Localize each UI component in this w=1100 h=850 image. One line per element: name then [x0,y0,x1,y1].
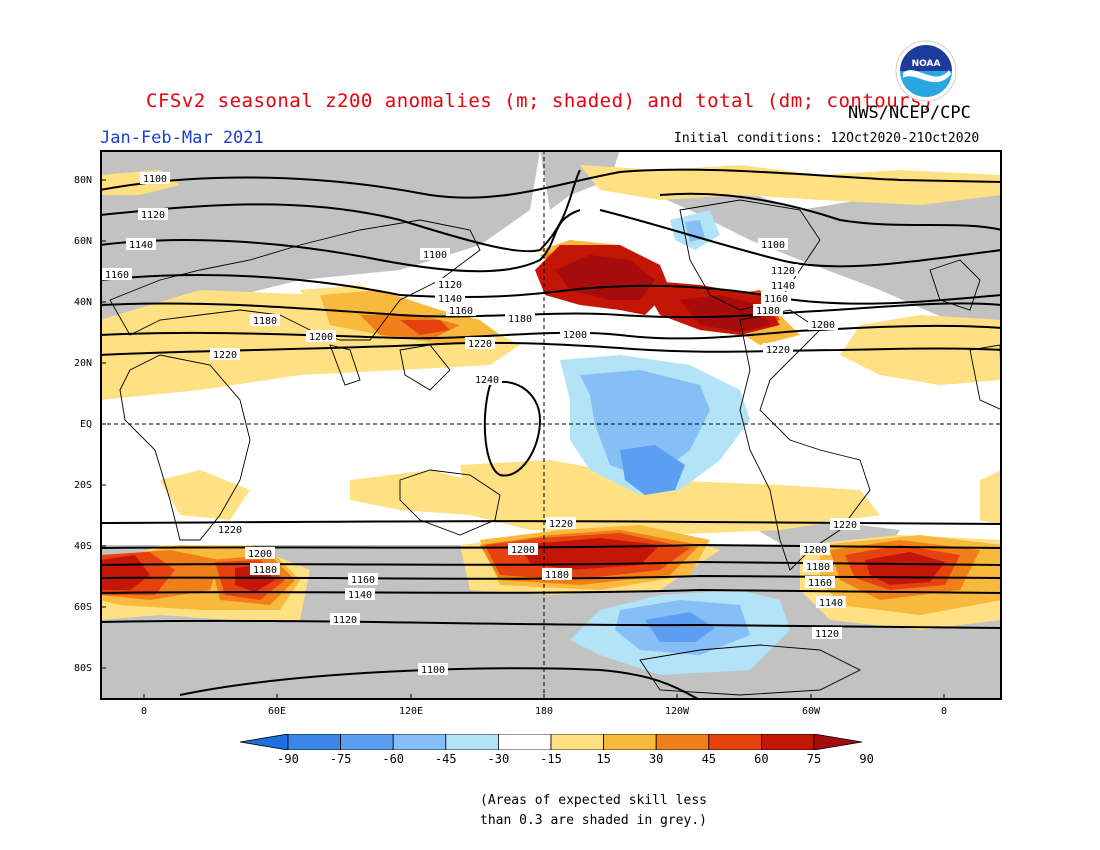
colorbar-swatch [550,734,604,750]
map-frame [100,150,1002,700]
noaa-logo-icon: NOAA [895,40,957,102]
colorbar-label: -75 [329,752,352,766]
skill-note-line2: than 0.3 are shaded in grey.) [480,813,707,828]
contour-label: 1220 [213,350,237,361]
skill-note-line1: (Areas of expected skill less [480,793,707,808]
colorbar-label: 15 [596,752,611,766]
colorbar-swatch [655,734,710,750]
colorbar-swatch [813,734,862,750]
lon-label: 120E [398,706,424,717]
lat-label: 80S [73,663,92,674]
contour-label: 1160 [351,575,375,586]
contour-label: 1160 [808,578,832,589]
colorbar-label: 75 [806,752,822,766]
contour-label: 1140 [771,281,795,292]
colorbar-label: 60 [754,752,769,766]
contour-label: 1120 [815,629,839,640]
lat-label: 20N [73,358,92,369]
contour-label: 1120 [333,615,357,626]
contour-label: 1200 [511,545,535,556]
lon-label: 0 [940,706,948,717]
colorbar [240,734,862,750]
contour-label: 1100 [143,174,167,185]
contour-label: 1220 [549,519,573,530]
contour-label: 1160 [105,270,129,281]
lon-label: 60E [267,706,287,717]
colorbar-swatch [708,734,762,750]
contour-label: 1180 [253,316,277,327]
colorbar-swatch [603,734,657,750]
contour-label: 1100 [423,250,447,261]
anomaly-minus-45-60 [620,445,715,642]
contour-label: 1180 [508,314,532,325]
contour-label: 1120 [771,266,795,277]
colorbar-label: -45 [434,752,457,766]
contour-label: 1180 [756,306,780,317]
total-height-contours [100,168,1002,700]
lat-label: 20S [73,480,92,491]
contour-label: 1200 [803,545,827,556]
svg-text:NOAA: NOAA [912,59,941,69]
lat-label: 60N [73,236,92,247]
colorbar-label: -90 [277,752,299,766]
contour-label: 1220 [833,520,857,531]
contour-label: 1240 [475,375,499,386]
colorbar-swatch [497,734,552,750]
contour-label: 1140 [438,294,462,305]
contour-label: 1120 [438,280,462,291]
agency-label: NWS/NCEP/CPC [848,103,971,123]
contour-label: 1100 [761,240,785,251]
coastlines [109,199,1002,696]
colorbar-swatch [340,734,394,750]
lon-label: 60W [801,706,821,717]
contour-label: 1220 [218,525,242,536]
colorbar-label: -15 [540,752,562,766]
contour-label: 1120 [141,210,165,221]
lat-label: 40N [73,297,92,308]
contour-label: 1140 [819,598,843,609]
contour-label: 1140 [348,590,372,601]
colorbar-swatch [392,734,447,750]
initial-conditions: Initial conditions: 12Oct2020-21Oct2020 [674,131,980,146]
lat-label: EQ [79,419,92,430]
forecast-period: Jan-Feb-Mar 2021 [100,128,264,148]
contour-label: 1200 [563,330,587,341]
colorbar-label: -30 [487,752,510,766]
lon-label: 120W [664,706,690,717]
lat-label: 60S [73,602,92,613]
contour-label: 1200 [309,332,333,343]
lon-label: 180 [534,706,554,717]
contour-label: 1160 [449,306,473,317]
contour-label: 1160 [764,294,788,305]
contour-label: 1140 [129,240,153,251]
chart-title: CFSv2 seasonal z200 anomalies (m; shaded… [146,90,934,112]
contour-label: 1180 [806,562,830,573]
contour-label: 1100 [421,665,445,676]
contour-label: 1200 [811,320,835,331]
lon-label: 0 [140,706,148,717]
contour-label: 1200 [248,549,272,560]
colorbar-swatch [445,734,499,750]
colorbar-label: 30 [648,752,664,766]
contour-label: 1180 [545,570,569,581]
colorbar-label: 90 [859,752,874,766]
anomaly-map: 1100 1120 1140 1160 1180 1200 1220 1100 … [100,150,1002,700]
lat-label: 80N [73,175,92,186]
colorbar-swatch [240,734,289,750]
contour-labels: 1100 1120 1140 1160 1180 1200 1220 1100 … [102,172,860,676]
colorbar-swatch [761,734,815,750]
colorbar-label: -60 [382,752,405,766]
contour-label: 1220 [766,345,790,356]
contour-label: 1220 [468,339,492,350]
lat-label: 40S [73,541,92,552]
contour-label: 1180 [253,565,277,576]
colorbar-label: 45 [701,752,717,766]
colorbar-swatch [287,734,341,750]
